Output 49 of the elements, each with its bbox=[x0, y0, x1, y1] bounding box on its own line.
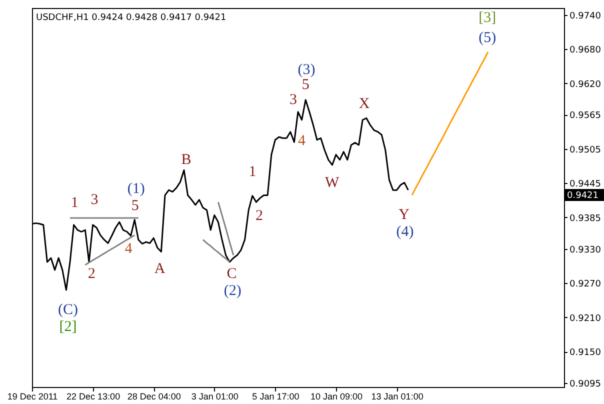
annotation: 1 bbox=[70, 195, 78, 211]
annotation: A bbox=[154, 261, 166, 277]
line-series bbox=[84, 234, 136, 266]
y-tick-label: 0.9150 bbox=[570, 348, 602, 358]
annotation: 3 bbox=[290, 92, 298, 108]
line-series bbox=[217, 201, 234, 256]
y-tick-label: 0.9740 bbox=[570, 11, 602, 22]
y-tick-label: 0.9095 bbox=[570, 380, 601, 390]
y-tick-label: 0.9330 bbox=[570, 245, 602, 256]
annotation: 5 bbox=[302, 77, 310, 93]
annotation: [3] bbox=[478, 10, 496, 26]
y-tick-label: 0.9680 bbox=[570, 46, 602, 56]
y-tick-label: 0.9270 bbox=[570, 280, 602, 290]
annotation: 2 bbox=[255, 208, 263, 224]
annotation: (5) bbox=[478, 30, 496, 46]
annotation: B bbox=[181, 152, 192, 168]
annotation: (2) bbox=[224, 283, 242, 299]
annotation: Y bbox=[398, 207, 410, 223]
y-tick-label: 0.9565 bbox=[570, 111, 601, 122]
y-tick-label: 0.9620 bbox=[570, 80, 602, 90]
annotation: [2] bbox=[59, 319, 77, 335]
x-tick-label: 10 Jan 09:00 bbox=[310, 392, 363, 402]
annotation: (3) bbox=[298, 62, 316, 78]
y-tick-label: 0.9210 bbox=[570, 314, 602, 324]
text: USDCHF,H1 0.9424 0.9428 0.9417 0.9421 bbox=[36, 13, 226, 23]
line-series bbox=[411, 51, 489, 196]
annotation: (C) bbox=[58, 302, 78, 318]
annotation: C bbox=[226, 266, 237, 282]
annotation: 4 bbox=[298, 133, 306, 149]
annotation: 3 bbox=[90, 192, 98, 208]
annotation: (1) bbox=[127, 181, 145, 197]
annotation: W bbox=[324, 175, 340, 191]
annotation: 5 bbox=[131, 198, 139, 214]
x-tick-label: 3 Jan 01:00 bbox=[191, 392, 238, 402]
y-tick-label: 0.9385 bbox=[570, 214, 601, 224]
annotation: 1 bbox=[248, 164, 256, 180]
x-tick-label: 22 Dec 13:00 bbox=[66, 392, 120, 402]
line-series bbox=[202, 238, 230, 263]
annotation: 4 bbox=[124, 241, 133, 257]
x-tick-label: 13 Jan 01:00 bbox=[371, 392, 424, 402]
x-tick-label: 19 Dec 2011 bbox=[7, 392, 58, 402]
annotation: X bbox=[358, 96, 370, 112]
x-tick-label: 28 Dec 04:00 bbox=[127, 392, 181, 402]
annotation: 2 bbox=[88, 266, 96, 282]
annotation: (4) bbox=[396, 224, 414, 240]
y-tick-label: 0.9445 bbox=[570, 180, 601, 190]
text: 0.9421 bbox=[567, 191, 598, 201]
x-tick-label: 5 Jan 17:00 bbox=[252, 392, 300, 402]
y-tick-label: 0.9505 bbox=[570, 145, 601, 156]
